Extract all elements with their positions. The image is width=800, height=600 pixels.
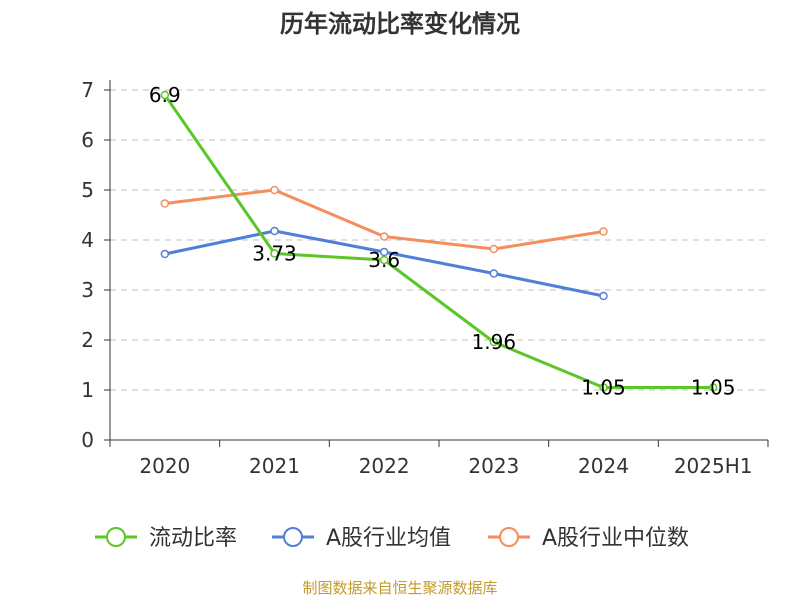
x-tick-label: 2022 (359, 454, 410, 478)
data-label: 1.05 (691, 376, 736, 400)
data-point (270, 249, 279, 258)
legend-label: A股行业均值 (326, 526, 451, 551)
axes: 0 1 2 3 4 5 6 7 2020 2021 2022 2023 2024 2025H1 (81, 78, 769, 478)
x-tick-label: 2025H1 (674, 454, 753, 478)
data-point (379, 255, 389, 265)
y-tick-label: 1 (81, 378, 94, 402)
data-point (599, 227, 608, 236)
legend-swatch-marker (283, 527, 303, 547)
legend-swatch-marker (106, 527, 126, 547)
y-tick-label: 2 (81, 328, 94, 352)
data-label: 3.6 (368, 248, 400, 272)
y-tick-label: 0 (81, 428, 94, 452)
data-label: 1.05 (581, 376, 626, 400)
legend-label: A股行业中位数 (542, 526, 689, 551)
legend: 流动比率 A股行业均值 A股行业中位数 (95, 526, 689, 551)
data-point (160, 90, 170, 100)
data-label: 3.73 (252, 242, 297, 266)
data-point (489, 269, 499, 278)
y-tick-label: 7 (81, 78, 94, 102)
x-tick-label: 2020 (139, 454, 190, 478)
x-tick-label: 2023 (468, 454, 519, 478)
x-tick-label: 2021 (249, 454, 300, 478)
series-lines (160, 90, 718, 392)
data-point (160, 199, 170, 208)
data-point (270, 226, 279, 236)
data-point (379, 247, 389, 257)
data-labels: 6.9 3.73 3.6 1.96 1.05 1.05 (149, 83, 736, 400)
data-point (599, 383, 608, 392)
y-tick-label: 3 (81, 278, 94, 302)
y-tick-label: 4 (81, 228, 94, 252)
chart-title: 历年流动比率变化情况 (280, 10, 520, 38)
y-tick-label: 6 (81, 128, 94, 152)
data-point (489, 244, 499, 254)
source-note: 制图数据来自恒生聚源数据库 (302, 579, 497, 597)
data-point (708, 383, 718, 392)
legend-label: 流动比率 (149, 526, 237, 551)
x-tick-label: 2024 (578, 454, 629, 478)
data-point (379, 232, 389, 241)
grid-lines (110, 89, 768, 391)
y-tick-label: 5 (81, 178, 94, 202)
data-point (489, 337, 499, 347)
data-label: 1.96 (472, 330, 517, 354)
legend-swatch-marker (499, 527, 519, 547)
data-label: 6.9 (149, 83, 181, 107)
series-line (163, 94, 714, 389)
data-point (599, 291, 608, 301)
data-point (160, 249, 170, 259)
data-point (270, 185, 279, 195)
